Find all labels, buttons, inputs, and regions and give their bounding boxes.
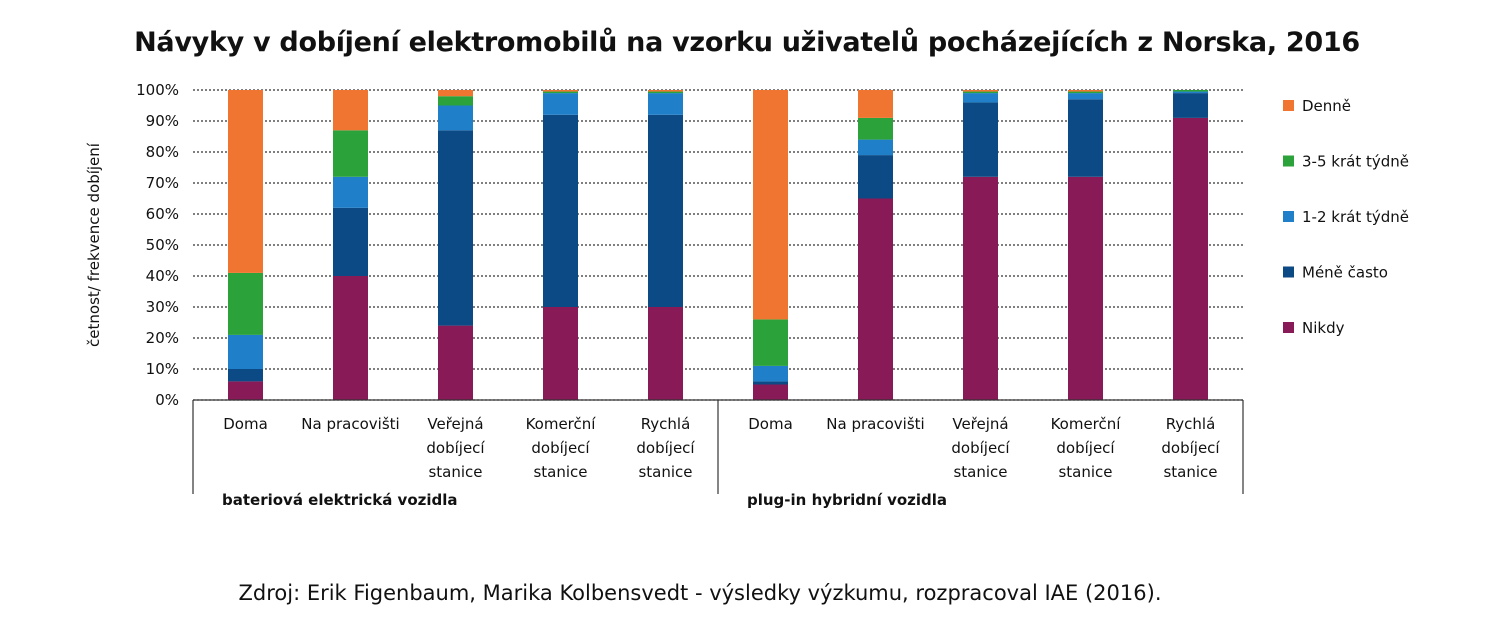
y-tick-label: 30% xyxy=(146,298,179,316)
bar-segment xyxy=(1068,99,1103,177)
legend-label: 3-5 krát týdně xyxy=(1302,153,1409,171)
y-tick-label: 40% xyxy=(146,267,179,285)
legend-label: 1-2 krát týdně xyxy=(1302,208,1409,226)
legend-swatch xyxy=(1283,322,1294,333)
x-category-label: dobíjecí xyxy=(951,439,1010,457)
bar-segment xyxy=(333,276,368,400)
bar-segment xyxy=(438,325,473,400)
bar-segment xyxy=(963,90,998,92)
bar-segment xyxy=(858,155,893,199)
x-category-label: Veřejná xyxy=(952,415,1008,433)
bar-segment xyxy=(1173,117,1208,401)
bar-segment xyxy=(1173,93,1208,118)
bar-segment xyxy=(858,198,893,400)
bar-segment xyxy=(438,130,473,326)
bar-segment xyxy=(858,90,893,118)
bar-segment xyxy=(438,105,473,131)
bar-segment xyxy=(1173,90,1208,92)
x-category-label: Rychlá xyxy=(1166,415,1216,433)
y-tick-label: 100% xyxy=(136,81,179,99)
x-category-label: Rychlá xyxy=(641,415,691,433)
y-axis-label: četnost/ frekvence dobíjení xyxy=(85,142,103,347)
bar-segment xyxy=(963,91,998,94)
x-category-label: dobíjecí xyxy=(426,439,485,457)
bar-segment xyxy=(648,114,683,307)
y-tick-label: 90% xyxy=(146,112,179,130)
y-tick-label: 60% xyxy=(146,205,179,223)
x-category-label: dobíjecí xyxy=(636,439,695,457)
legend-label: Nikdy xyxy=(1302,319,1345,337)
bar-segment xyxy=(858,139,893,156)
x-category-label: Komerční xyxy=(1051,415,1122,433)
legend-swatch xyxy=(1283,100,1294,111)
bar-segment xyxy=(963,102,998,177)
bar-segment xyxy=(648,91,683,94)
x-category-label: dobíjecí xyxy=(1056,439,1115,457)
y-tick-label: 70% xyxy=(146,174,179,192)
bar-segment xyxy=(1068,90,1103,92)
legend-swatch xyxy=(1283,211,1294,222)
x-category-label: stanice xyxy=(533,463,587,481)
source-note: Zdroj: Erik Figenbaum, Marika Kolbensved… xyxy=(238,581,1162,605)
bar-segment xyxy=(333,130,368,177)
x-category-label: Doma xyxy=(223,415,268,433)
x-category-label: stanice xyxy=(638,463,692,481)
bar-segment xyxy=(228,90,263,273)
bar-segment xyxy=(648,93,683,115)
bar-segment xyxy=(228,272,263,335)
bar-segment xyxy=(963,93,998,103)
x-category-label: Doma xyxy=(748,415,793,433)
y-tick-label: 10% xyxy=(146,360,179,378)
legend-swatch xyxy=(1283,266,1294,278)
bar-segment xyxy=(1173,91,1208,94)
y-tick-label: 20% xyxy=(146,329,179,347)
x-category-label: dobíjecí xyxy=(1161,439,1220,457)
bar-segment xyxy=(753,90,788,320)
bar-segment xyxy=(1068,91,1103,94)
bar-segment xyxy=(228,381,263,400)
bar-segment xyxy=(543,93,578,115)
legend-label: Denně xyxy=(1302,97,1351,115)
x-category-label: Veřejná xyxy=(427,415,483,433)
bar-segment xyxy=(543,307,578,400)
x-category-label: Komerční xyxy=(526,415,597,433)
x-category-label: Na pracovišti xyxy=(301,415,399,433)
y-tick-label: 50% xyxy=(146,236,179,254)
bar-segment xyxy=(648,307,683,400)
bar-segment xyxy=(753,384,788,400)
bar-segment xyxy=(963,176,998,400)
bar-segment xyxy=(333,176,368,208)
x-category-label: Na pracovišti xyxy=(826,415,924,433)
x-category-label: stanice xyxy=(1163,463,1217,481)
legend-swatch xyxy=(1283,155,1294,167)
y-tick-label: 80% xyxy=(146,143,179,161)
bar-segment xyxy=(333,90,368,131)
legend-label: Méně často xyxy=(1302,264,1388,282)
bar-segment xyxy=(438,96,473,106)
bar-segment xyxy=(543,90,578,92)
bar-segment xyxy=(753,319,788,366)
bar-segment xyxy=(1068,176,1103,400)
bar-segment xyxy=(1068,93,1103,100)
bar-segment xyxy=(543,91,578,94)
bar-segment xyxy=(753,365,788,382)
x-category-label: stanice xyxy=(428,463,482,481)
bar-segment xyxy=(648,90,683,92)
x-category-label: dobíjecí xyxy=(531,439,590,457)
y-tick-label: 0% xyxy=(155,391,179,409)
bar-segment xyxy=(543,114,578,307)
chart-title: Návyky v dobíjení elektromobilů na vzork… xyxy=(134,27,1360,58)
x-category-label: stanice xyxy=(1058,463,1112,481)
bar-segment xyxy=(858,117,893,140)
bar-segment xyxy=(753,381,788,385)
bar-segment xyxy=(228,369,263,382)
bar-segment xyxy=(438,90,473,97)
bar-segment xyxy=(228,334,263,369)
x-group-label: plug-in hybridní vozidla xyxy=(747,491,947,509)
bar-segment xyxy=(333,207,368,276)
x-group-label: bateriová elektrická vozidla xyxy=(222,491,458,509)
x-category-label: stanice xyxy=(953,463,1007,481)
